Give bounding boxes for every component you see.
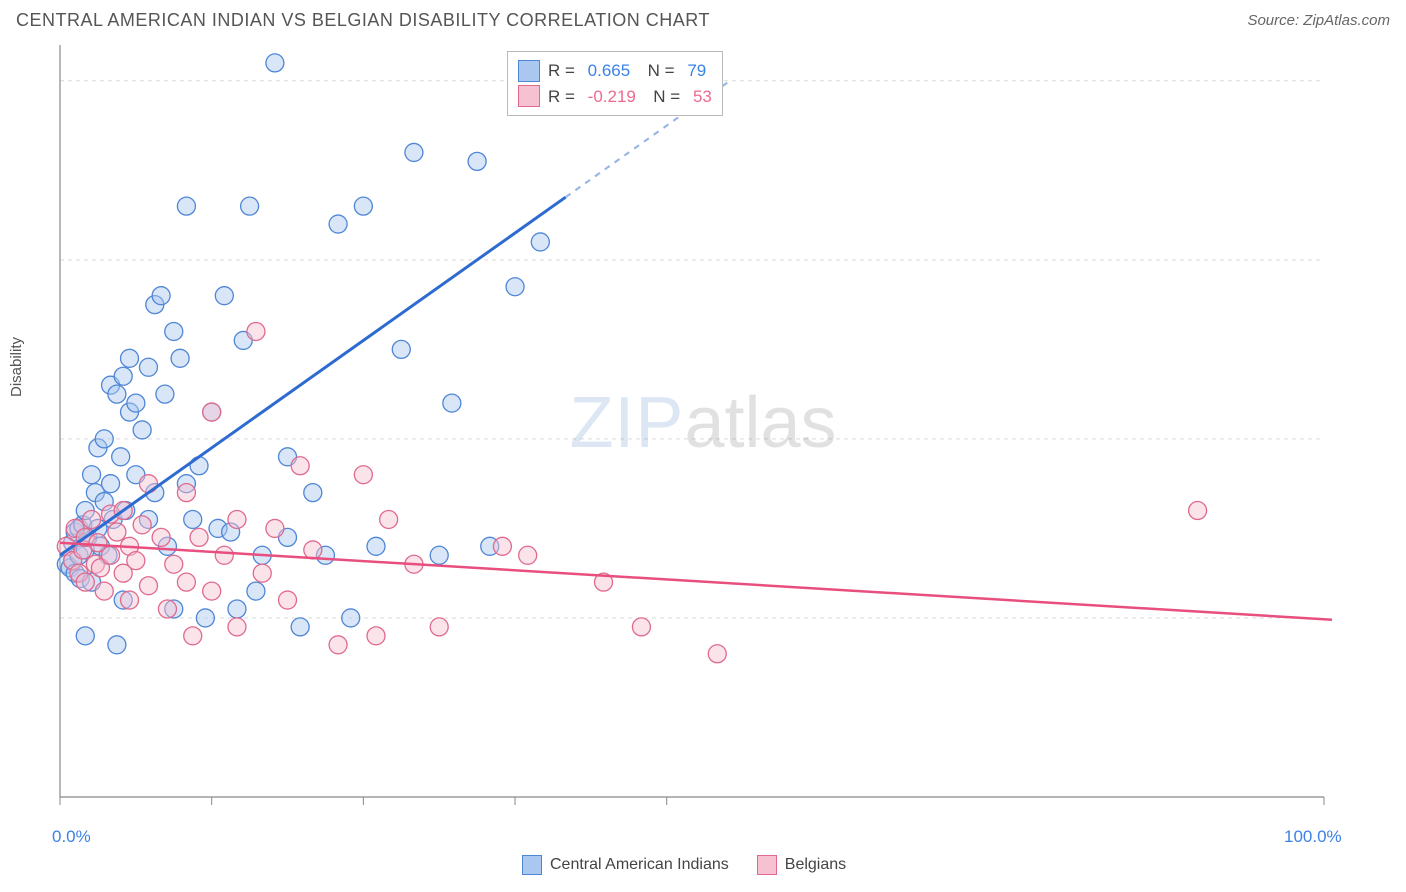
scatter-plot: 10.0%20.0%30.0%40.0%: [12, 37, 1332, 817]
swatch-series2-bottom: [757, 855, 777, 875]
swatch-series2: [518, 85, 540, 107]
r-value-series1: 0.665: [588, 58, 631, 84]
legend-item-series2: Belgians: [757, 853, 846, 877]
legend-label-series2: Belgians: [785, 853, 846, 877]
source-label: Source: ZipAtlas.com: [1247, 12, 1390, 29]
swatch-series1: [518, 60, 540, 82]
n-value-series2: 53: [693, 84, 712, 110]
x-min-label: 0.0%: [52, 827, 91, 847]
x-max-label: 100.0%: [1284, 827, 1342, 847]
swatch-series1-bottom: [522, 855, 542, 875]
r-value-series2: -0.219: [588, 84, 636, 110]
stats-row-series2: R = -0.219 N = 53: [518, 84, 712, 110]
n-value-series1: 79: [687, 58, 706, 84]
stats-legend: R = 0.665 N = 79 R = -0.219 N = 53: [507, 51, 723, 116]
legend-label-series1: Central American Indians: [550, 853, 729, 877]
stats-row-series1: R = 0.665 N = 79: [518, 58, 712, 84]
series-legend: Central American Indians Belgians: [522, 853, 846, 877]
y-axis-label: Disability: [8, 337, 25, 397]
chart-container: Disability ZIPatlas 10.0%20.0%30.0%40.0%…: [12, 37, 1394, 817]
chart-title: CENTRAL AMERICAN INDIAN VS BELGIAN DISAB…: [16, 10, 710, 31]
legend-item-series1: Central American Indians: [522, 853, 729, 877]
